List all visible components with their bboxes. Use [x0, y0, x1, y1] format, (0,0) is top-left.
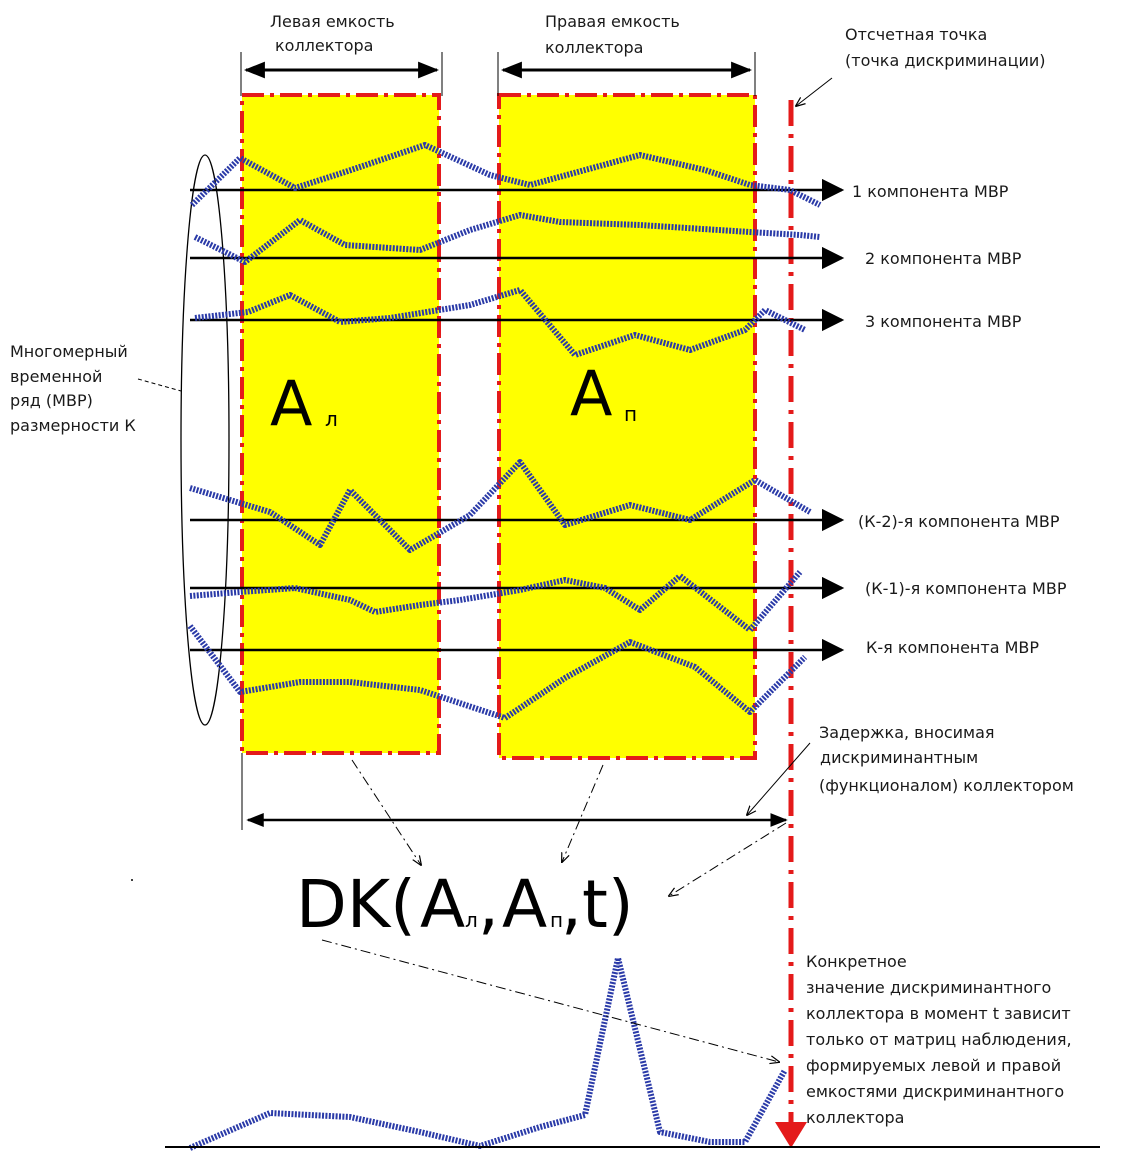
series-1	[189, 142, 822, 208]
reference-point-label-line1: Отсчетная точка	[845, 25, 987, 44]
formula-a-right: A	[502, 866, 547, 943]
mts-label-line1: Многомерный	[10, 342, 128, 361]
a-right-symbol: A	[570, 357, 612, 430]
value-label-line3: коллектора в момент t зависит	[806, 1004, 1071, 1023]
mts-label-line4: размерности К	[10, 416, 136, 435]
formula-dk-open: DK(	[296, 866, 416, 943]
value-label-line5: формируемых левой и правой	[806, 1056, 1061, 1075]
delay-to-formula-pointer	[669, 822, 787, 896]
a-right-subscript: п	[624, 402, 637, 426]
component-label-3: 3 компонента МВР	[865, 312, 1022, 331]
value-label-line2: значение дискриминантного	[806, 978, 1051, 997]
value-label-line7: коллектора	[806, 1108, 904, 1127]
reference-arrowhead	[775, 1122, 807, 1148]
series-2	[193, 212, 821, 265]
series-k-2	[189, 459, 812, 553]
formula-a-left-subscript: л	[465, 908, 478, 932]
delay-label-line3: (функционалом) коллектором	[819, 776, 1074, 795]
formula-comma: ,	[478, 866, 499, 943]
a-right-to-formula-pointer	[562, 764, 604, 862]
a-left-subscript: л	[325, 407, 338, 431]
delay-label-line2: дискриминантным	[820, 748, 978, 767]
mts-group-ellipse	[180, 154, 230, 726]
series-k	[187, 624, 808, 721]
series-3	[194, 287, 807, 358]
mts-pointer	[137, 378, 182, 392]
value-label-line6: емкостями дискриминантного	[806, 1082, 1064, 1101]
formula-close: ,t)	[561, 866, 634, 943]
component-label-2: 2 компонента МВР	[865, 249, 1022, 268]
right-capacity-label-line1: Правая емкость	[545, 12, 680, 31]
reference-pointer	[796, 77, 833, 106]
right-capacity-label-line2: коллектора	[545, 38, 643, 57]
component-label-1: 1 компонента МВР	[852, 182, 1009, 201]
delay-pointer	[747, 742, 811, 815]
a-left-to-formula-pointer	[351, 759, 421, 865]
component-label-k: К-я компонента МВР	[866, 638, 1039, 657]
formula-a-left: A	[420, 866, 465, 943]
mts-label-line2: временной	[10, 367, 102, 386]
reference-point-label-line2: (точка дискриминации)	[845, 51, 1046, 70]
left-capacity-label-line1: Левая емкость	[270, 12, 395, 31]
component-label-k-2: (К-2)-я компонента МВР	[858, 512, 1060, 531]
formula-a-right-subscript: п	[550, 908, 563, 932]
left-capacity-label-line2: коллектора	[275, 36, 373, 55]
component-label-k-1: (К-1)-я компонента МВР	[865, 579, 1067, 598]
formula-to-output-pointer	[321, 939, 779, 1062]
discriminant-output-series	[188, 955, 788, 1151]
right-capacity-box	[497, 93, 757, 760]
delay-label-line1: Задержка, вносимая	[819, 723, 995, 742]
value-label-line4: только от матриц наблюдения,	[806, 1030, 1072, 1049]
a-left-symbol: A	[270, 367, 312, 440]
mts-label-line3: ряд (МВР)	[10, 391, 93, 410]
left-capacity-box	[240, 93, 441, 755]
value-label-line1: Конкретное	[806, 952, 907, 971]
series-k-1	[189, 570, 803, 633]
